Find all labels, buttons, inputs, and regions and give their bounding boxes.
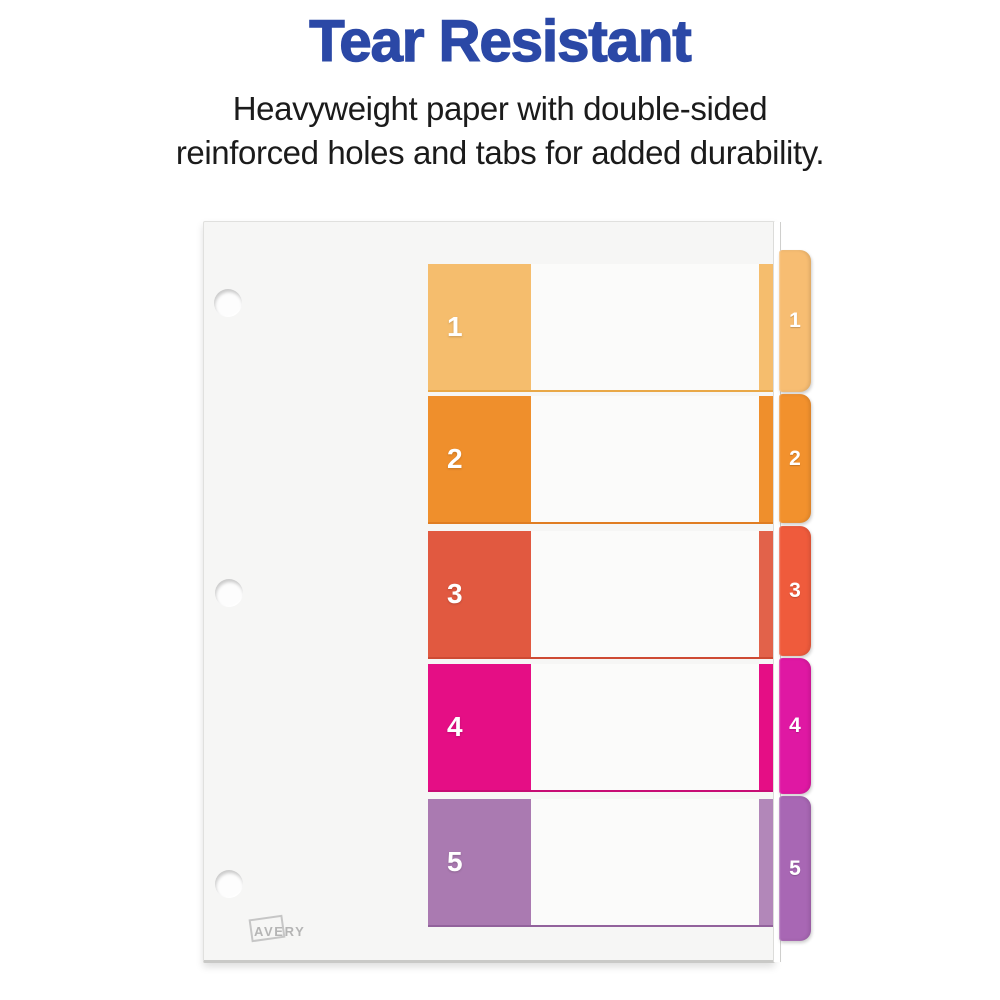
divider-sheet: 1 2 3 4 5 AVERY <box>203 221 776 963</box>
toc-edge-strip-4 <box>759 664 776 790</box>
punch-hole-top <box>214 289 242 317</box>
index-tab-number-1: 1 <box>789 309 801 332</box>
punch-hole-middle <box>215 579 243 607</box>
toc-row-4: 4 <box>428 664 776 792</box>
subheadline: Heavyweight paper with double-sided rein… <box>0 87 1000 174</box>
toc-number-5: 5 <box>447 846 463 877</box>
toc-color-block-4: 4 <box>428 664 531 790</box>
index-tab-1: 1 <box>779 250 811 392</box>
toc-edge-strip-2 <box>759 396 776 522</box>
toc-color-block-5: 5 <box>428 799 531 925</box>
toc-edge-strip-1 <box>759 264 776 390</box>
toc-color-block-3: 3 <box>428 531 531 657</box>
index-tab-3: 3 <box>779 526 811 656</box>
index-tab-4: 4 <box>779 658 811 794</box>
index-tab-2: 2 <box>779 394 811 523</box>
toc-number-1: 1 <box>447 311 463 342</box>
subheadline-line-1: Heavyweight paper with double-sided <box>232 90 768 127</box>
headline: Tear Resistant <box>309 8 693 74</box>
toc-number-4: 4 <box>447 711 463 742</box>
index-tab-number-5: 5 <box>789 856 801 880</box>
index-tab-5: 5 <box>779 796 811 941</box>
toc-row-3: 3 <box>428 531 776 659</box>
avery-logo: AVERY <box>248 914 324 946</box>
toc-edge-strip-3 <box>759 531 776 657</box>
punch-hole-bottom <box>215 870 243 898</box>
toc-number-2: 2 <box>447 443 463 474</box>
toc-edge-strip-5 <box>759 799 776 925</box>
toc-color-block-1: 1 <box>428 264 531 390</box>
index-tab-number-4: 4 <box>789 714 801 737</box>
toc-color-block-2: 2 <box>428 396 531 522</box>
toc-row-5: 5 <box>428 799 776 927</box>
toc-row-1: 1 <box>428 264 776 392</box>
toc-row-2: 2 <box>428 396 776 524</box>
toc-number-3: 3 <box>447 578 463 609</box>
index-tab-number-2: 2 <box>789 446 801 470</box>
avery-logo-text: AVERY <box>254 924 306 939</box>
subheadline-line-2: reinforced holes and tabs for added dura… <box>175 133 825 171</box>
promo-header: Tear Resistant Heavyweight paper with do… <box>0 8 1000 174</box>
index-tab-number-3: 3 <box>789 579 801 602</box>
